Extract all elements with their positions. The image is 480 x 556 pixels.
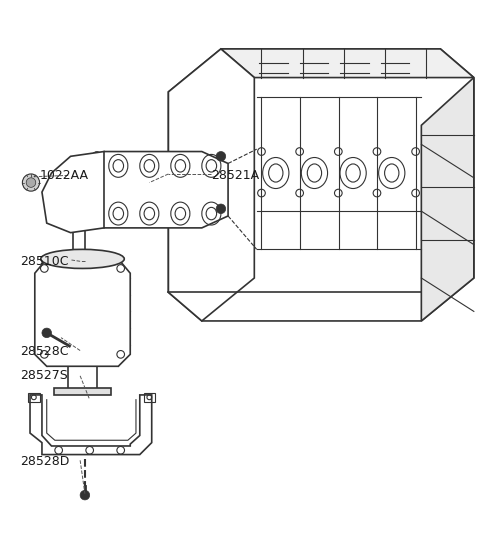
- Text: 28510C: 28510C: [21, 255, 69, 268]
- Ellipse shape: [41, 250, 124, 269]
- Circle shape: [92, 204, 102, 214]
- Circle shape: [42, 328, 51, 337]
- Circle shape: [216, 152, 226, 161]
- Polygon shape: [421, 78, 474, 321]
- Polygon shape: [168, 49, 254, 321]
- Polygon shape: [85, 152, 228, 228]
- Circle shape: [92, 152, 102, 161]
- Circle shape: [80, 490, 90, 500]
- Circle shape: [216, 204, 226, 214]
- Text: 1022AA: 1022AA: [39, 169, 89, 182]
- Polygon shape: [168, 49, 474, 321]
- Bar: [144, 393, 155, 402]
- Text: 28521A: 28521A: [211, 169, 260, 182]
- Polygon shape: [54, 388, 111, 395]
- Polygon shape: [35, 259, 130, 366]
- Polygon shape: [30, 395, 152, 455]
- Circle shape: [23, 174, 39, 191]
- Text: 28527S: 28527S: [21, 369, 68, 383]
- Polygon shape: [42, 152, 104, 232]
- Text: 28528D: 28528D: [21, 455, 70, 468]
- Polygon shape: [221, 49, 474, 78]
- Circle shape: [26, 178, 36, 187]
- Text: 28528C: 28528C: [21, 345, 69, 359]
- Bar: [28, 393, 39, 402]
